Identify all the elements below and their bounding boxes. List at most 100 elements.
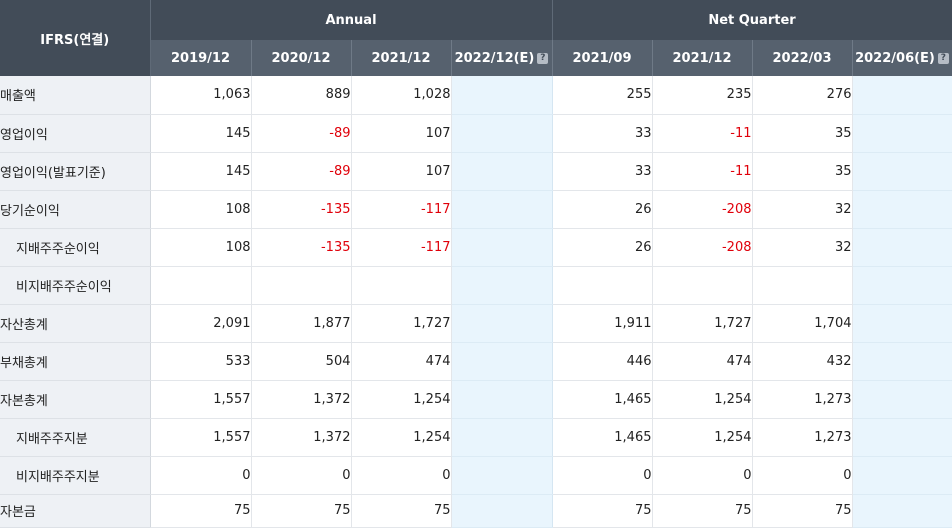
- table-row: 부채총계 533 504 474 446 474 432: [0, 342, 952, 381]
- estimate-cell: [852, 190, 952, 229]
- estimate-cell: [451, 190, 553, 229]
- value-cell: 33: [552, 152, 653, 191]
- estimate-cell: [852, 494, 952, 528]
- value-cell: 107: [351, 152, 452, 191]
- row-label: 자본금: [0, 494, 151, 528]
- row-label: 부채총계: [0, 342, 151, 381]
- table-row: 비지배주주순이익: [0, 266, 952, 305]
- row-label: 영업이익: [0, 114, 151, 153]
- value-cell: 145: [150, 114, 252, 153]
- value-cell: 255: [552, 76, 653, 115]
- value-cell: 432: [752, 342, 853, 381]
- row-label: 영업이익(발표기준): [0, 152, 151, 191]
- estimate-cell: [451, 342, 553, 381]
- table-row: 지배주주지분 1,557 1,372 1,254 1,465 1,254 1,273: [0, 418, 952, 457]
- estimate-cell: [451, 114, 553, 153]
- row-label: 자본총계: [0, 380, 151, 419]
- table-row: 매출액 1,063 889 1,028 255 235 276: [0, 76, 952, 115]
- value-cell: 1,911: [552, 304, 653, 343]
- value-cell: [150, 266, 252, 305]
- table-row: 지배주주순이익 108 -135 -117 26 -208 32: [0, 228, 952, 267]
- value-cell: 75: [251, 494, 352, 528]
- estimate-cell: [852, 342, 952, 381]
- value-cell: 145: [150, 152, 252, 191]
- estimate-cell: [451, 494, 553, 528]
- row-label: 지배주주지분: [0, 418, 151, 457]
- row-label: 자산총계: [0, 304, 151, 343]
- value-cell: -117: [351, 228, 452, 267]
- annual-header: Annual: [150, 0, 553, 40]
- value-cell: -89: [251, 114, 352, 153]
- value-cell: 1,254: [351, 380, 452, 419]
- value-cell: 446: [552, 342, 653, 381]
- value-cell: [752, 266, 853, 305]
- value-cell: 75: [351, 494, 452, 528]
- value-cell: 889: [251, 76, 352, 115]
- estimate-cell: [852, 456, 952, 495]
- value-cell: [552, 266, 653, 305]
- net-quarter-header: Net Quarter: [552, 0, 952, 40]
- period-header-quarter-2021-12: 2021/12: [652, 40, 753, 76]
- estimate-cell: [451, 456, 553, 495]
- value-cell: 2,091: [150, 304, 252, 343]
- value-cell: 1,254: [652, 380, 753, 419]
- value-cell: 1,557: [150, 418, 252, 457]
- value-cell: 35: [752, 114, 853, 153]
- period-header-annual-2021: 2021/12: [351, 40, 452, 76]
- estimate-cell: [451, 380, 553, 419]
- help-icon[interactable]: ?: [937, 52, 949, 64]
- value-cell: 0: [251, 456, 352, 495]
- estimate-cell: [451, 266, 553, 305]
- value-cell: -208: [652, 190, 753, 229]
- value-cell: 1,727: [351, 304, 452, 343]
- value-cell: 33: [552, 114, 653, 153]
- estimate-cell: [451, 152, 553, 191]
- table-row: 자산총계 2,091 1,877 1,727 1,911 1,727 1,704: [0, 304, 952, 343]
- estimate-cell: [451, 418, 553, 457]
- period-header-quarter-2021-09: 2021/09: [552, 40, 653, 76]
- value-cell: 235: [652, 76, 753, 115]
- value-cell: 1,465: [552, 418, 653, 457]
- row-label: 비지배주주순이익: [0, 266, 151, 305]
- period-header-annual-2022e: 2022/12(E)?: [451, 40, 553, 76]
- value-cell: 474: [351, 342, 452, 381]
- estimate-cell: [852, 304, 952, 343]
- table-row: 자본총계 1,557 1,372 1,254 1,465 1,254 1,273: [0, 380, 952, 419]
- value-cell: [652, 266, 753, 305]
- row-label: 매출액: [0, 76, 151, 115]
- value-cell: -208: [652, 228, 753, 267]
- value-cell: -135: [251, 228, 352, 267]
- value-cell: 0: [552, 456, 653, 495]
- estimate-cell: [852, 380, 952, 419]
- value-cell: 75: [752, 494, 853, 528]
- value-cell: 1,704: [752, 304, 853, 343]
- value-cell: 276: [752, 76, 853, 115]
- value-cell: -89: [251, 152, 352, 191]
- value-cell: -11: [652, 114, 753, 153]
- row-label: 비지배주주지분: [0, 456, 151, 495]
- period-header-quarter-2022-06e: 2022/06(E)?: [852, 40, 952, 76]
- value-cell: 26: [552, 228, 653, 267]
- value-cell: 107: [351, 114, 452, 153]
- period-header-annual-2020: 2020/12: [251, 40, 352, 76]
- value-cell: 1,273: [752, 418, 853, 457]
- estimate-cell: [852, 152, 952, 191]
- value-cell: 0: [652, 456, 753, 495]
- value-cell: [251, 266, 352, 305]
- value-cell: 1,372: [251, 418, 352, 457]
- value-cell: 1,028: [351, 76, 452, 115]
- table-row: 영업이익(발표기준) 145 -89 107 33 -11 35: [0, 152, 952, 191]
- estimate-cell: [852, 114, 952, 153]
- help-icon[interactable]: ?: [537, 52, 549, 64]
- estimate-cell: [852, 76, 952, 115]
- value-cell: 1,063: [150, 76, 252, 115]
- value-cell: 1,877: [251, 304, 352, 343]
- value-cell: 474: [652, 342, 753, 381]
- estimate-cell: [451, 304, 553, 343]
- value-cell: 75: [552, 494, 653, 528]
- estimate-cell: [852, 266, 952, 305]
- value-cell: 75: [150, 494, 252, 528]
- value-cell: 1,465: [552, 380, 653, 419]
- value-cell: 1,557: [150, 380, 252, 419]
- value-cell: 533: [150, 342, 252, 381]
